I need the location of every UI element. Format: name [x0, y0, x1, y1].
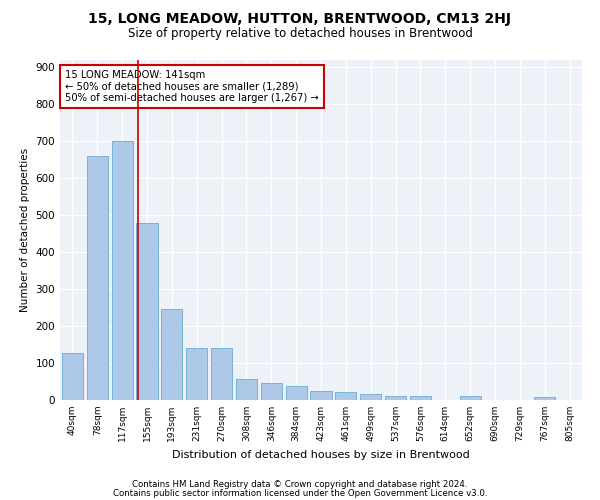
Text: Size of property relative to detached houses in Brentwood: Size of property relative to detached ho…	[128, 28, 472, 40]
Bar	[534, 397, 555, 400]
Text: Contains HM Land Registry data © Crown copyright and database right 2024.: Contains HM Land Registry data © Crown c…	[132, 480, 468, 489]
Bar	[62, 352, 83, 400]
Bar	[161, 310, 182, 400]
Text: Contains public sector information licensed under the Open Government Licence v3: Contains public sector information licen…	[113, 488, 487, 498]
Bar	[335, 392, 356, 400]
Bar	[236, 378, 257, 400]
Bar	[310, 391, 332, 400]
Bar	[385, 396, 406, 400]
Bar	[136, 222, 158, 400]
Bar	[211, 348, 232, 400]
Bar	[186, 348, 207, 400]
Bar	[460, 396, 481, 400]
Text: 15, LONG MEADOW, HUTTON, BRENTWOOD, CM13 2HJ: 15, LONG MEADOW, HUTTON, BRENTWOOD, CM13…	[89, 12, 511, 26]
Y-axis label: Number of detached properties: Number of detached properties	[20, 148, 30, 312]
Text: 15 LONG MEADOW: 141sqm
← 50% of detached houses are smaller (1,289)
50% of semi-: 15 LONG MEADOW: 141sqm ← 50% of detached…	[65, 70, 319, 103]
Bar	[112, 142, 133, 400]
Bar	[261, 384, 282, 400]
X-axis label: Distribution of detached houses by size in Brentwood: Distribution of detached houses by size …	[172, 450, 470, 460]
Bar	[410, 396, 431, 400]
Bar	[87, 156, 108, 400]
Bar	[286, 386, 307, 400]
Bar	[360, 394, 381, 400]
